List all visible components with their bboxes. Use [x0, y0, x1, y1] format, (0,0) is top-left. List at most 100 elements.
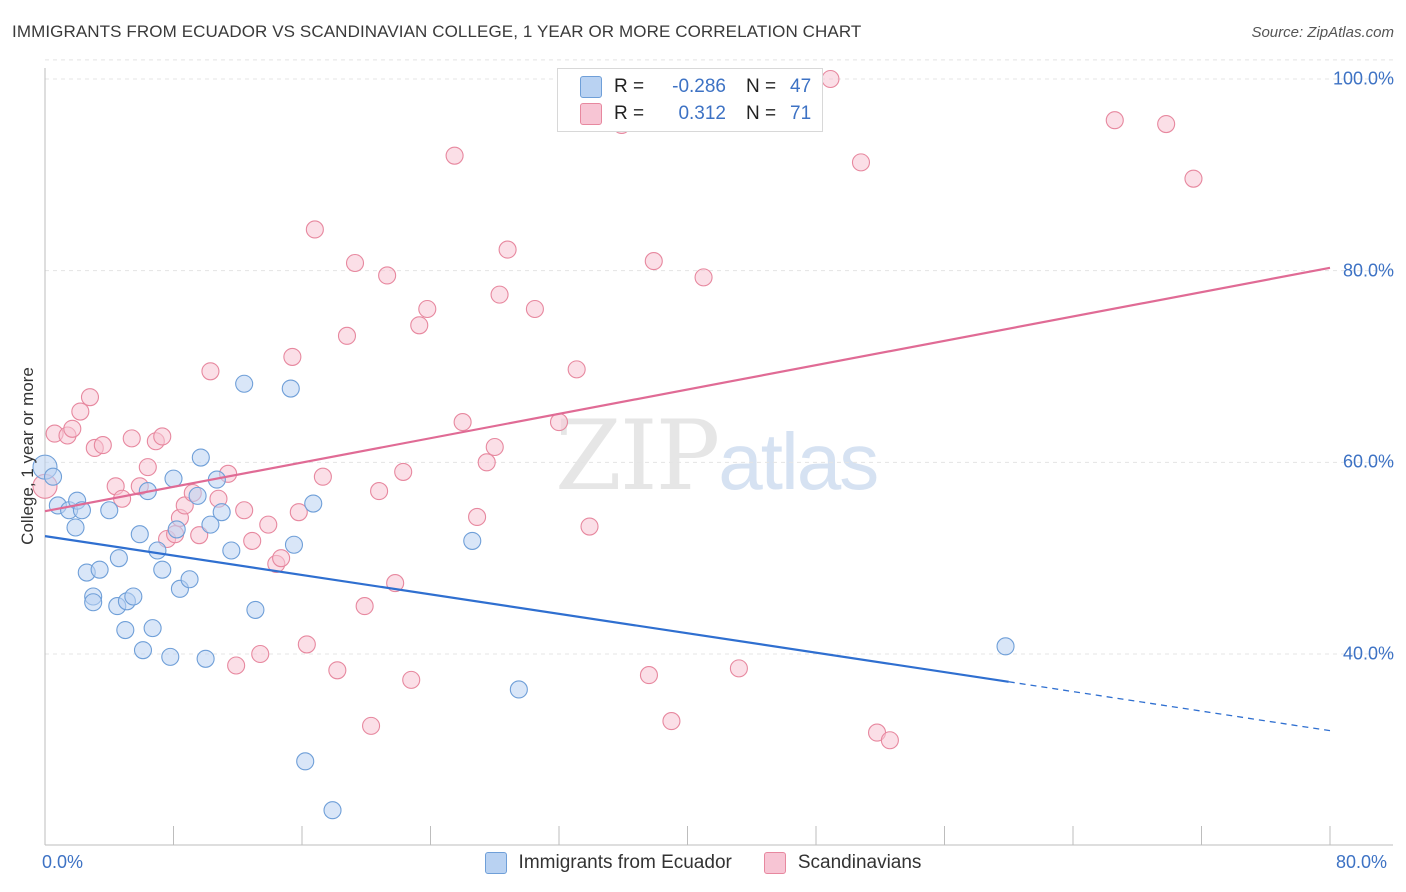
scandinavian-point [821, 69, 840, 89]
legend-r-label: R = [614, 103, 645, 124]
ecuador-point [188, 486, 207, 505]
scandinavian-point [468, 507, 487, 527]
scandinavian-point [370, 482, 389, 501]
y-axis-label: College, 1 year or more [18, 367, 37, 545]
scandinavian-point [418, 299, 437, 319]
scandinavian-point [272, 549, 291, 568]
scandinavian-point [122, 429, 141, 448]
ecuador-point [191, 448, 210, 467]
scandinavian-point [729, 659, 748, 678]
points-layer [32, 69, 1203, 820]
ecuador-point [235, 374, 254, 393]
y-tick-label-60: 60.0% [1342, 451, 1394, 472]
legend-n-value: 71 [790, 103, 812, 124]
scandinavian-point [410, 316, 429, 335]
scandinavian-point [378, 266, 397, 285]
scandinavian-point [1157, 114, 1176, 134]
scandinavian-point [313, 467, 332, 486]
grid-layer [45, 59, 1393, 655]
scandinavian-point [362, 716, 381, 735]
ecuador-point [196, 649, 215, 668]
ecuador-point [201, 515, 220, 534]
ecuador-point [281, 379, 300, 398]
ecuador-point [153, 560, 172, 579]
chart-source: Source: ZipAtlas.com [1251, 24, 1394, 41]
scandinavian-point [63, 419, 82, 438]
ecuador-point [284, 535, 304, 554]
ecuador-point [90, 560, 109, 579]
legend-n-label: N = [746, 76, 777, 97]
legend-n-value: 47 [790, 76, 812, 97]
scandinavian-point [485, 437, 504, 457]
x-tick-label-max: 80.0% [1336, 852, 1388, 872]
scandinavian-point [190, 526, 209, 545]
y-tick-label-100: 100.0% [1332, 68, 1394, 89]
scandinavian-point [567, 360, 586, 379]
scandinavian-point [453, 413, 472, 432]
x-tick-label-min: 0.0% [42, 852, 84, 872]
ecuador-point [996, 637, 1015, 656]
scandinavian-point [328, 661, 347, 680]
ecuador-point [246, 600, 265, 619]
scandinavian-point [477, 453, 496, 472]
scandinavian-point [138, 458, 157, 477]
ecuador-point [296, 752, 315, 771]
scandinavian-point [297, 635, 316, 654]
scandinavian-point [639, 666, 659, 685]
stats-legend: R = -0.286 N = 47 R = 0.312 N = 71 [557, 68, 823, 132]
scandinavian-point [402, 670, 421, 689]
ecuador-point [143, 619, 162, 638]
ecuador-point [463, 531, 482, 550]
ecuador-point [148, 541, 167, 560]
trend-layer [44, 266, 1331, 732]
ecuador-point [66, 518, 85, 537]
ecuador-point [43, 467, 63, 486]
ecuador-point [164, 469, 183, 488]
ecuador-point [84, 593, 103, 612]
scandinavian-point [345, 253, 365, 273]
series-legend-scandinavians: Scandinavians [763, 852, 922, 874]
ecuador-point [161, 647, 180, 666]
ecuador-point [124, 587, 143, 606]
scandinavian-point [490, 285, 509, 304]
scandinavian-point [498, 240, 517, 259]
ecuador-trend-extension [1008, 681, 1331, 732]
watermark-zip: ZIP [555, 400, 720, 512]
y-tick-label-80: 80.0% [1342, 260, 1394, 281]
scandinavian-point [80, 388, 100, 407]
scandinavian-point [1105, 111, 1124, 130]
scandinavian-point [1184, 169, 1203, 188]
legend-r-value: 0.312 [678, 103, 726, 124]
ecuador-point [116, 620, 135, 640]
series-name-scandinavians: Scandinavians [797, 852, 922, 873]
series-swatch-pink [763, 852, 786, 874]
legend-r-label: R = [614, 76, 645, 97]
legend-r-value: -0.286 [672, 76, 726, 97]
scandinavian-point [525, 299, 544, 319]
scandinavian-point [662, 712, 681, 731]
scandinavian-point [549, 413, 569, 432]
scandinavian-point [153, 427, 172, 446]
scandinavian-point [201, 362, 220, 381]
legend-swatch-pink [580, 103, 602, 125]
chart-title: IMMIGRANTS FROM ECUADOR VS SCANDINAVIAN … [12, 22, 862, 41]
scandinavian-point [445, 146, 464, 165]
scandinavian-point [243, 531, 262, 550]
scandinavian-point [694, 268, 713, 287]
scandinavian-trend-line [44, 266, 1331, 513]
scandinavian-point [283, 347, 302, 366]
stats-legend-row-ecuador: R = -0.286 N = 47 [580, 75, 811, 99]
y-tick-label-40: 40.0% [1342, 643, 1394, 664]
ecuador-point [212, 503, 231, 522]
scandinavian-point [644, 252, 663, 271]
series-legend: Immigrants from Ecuador Scandinavians [0, 852, 1406, 874]
scandinavian-point [305, 220, 324, 239]
watermark: ZIPatlas [555, 400, 879, 512]
scandinavian-point [289, 503, 308, 522]
scandinavian-point [337, 326, 357, 345]
ecuador-point [133, 641, 153, 660]
ecuador-point [323, 801, 342, 820]
ecuador-point [130, 525, 149, 544]
ecuador-point [167, 520, 186, 539]
